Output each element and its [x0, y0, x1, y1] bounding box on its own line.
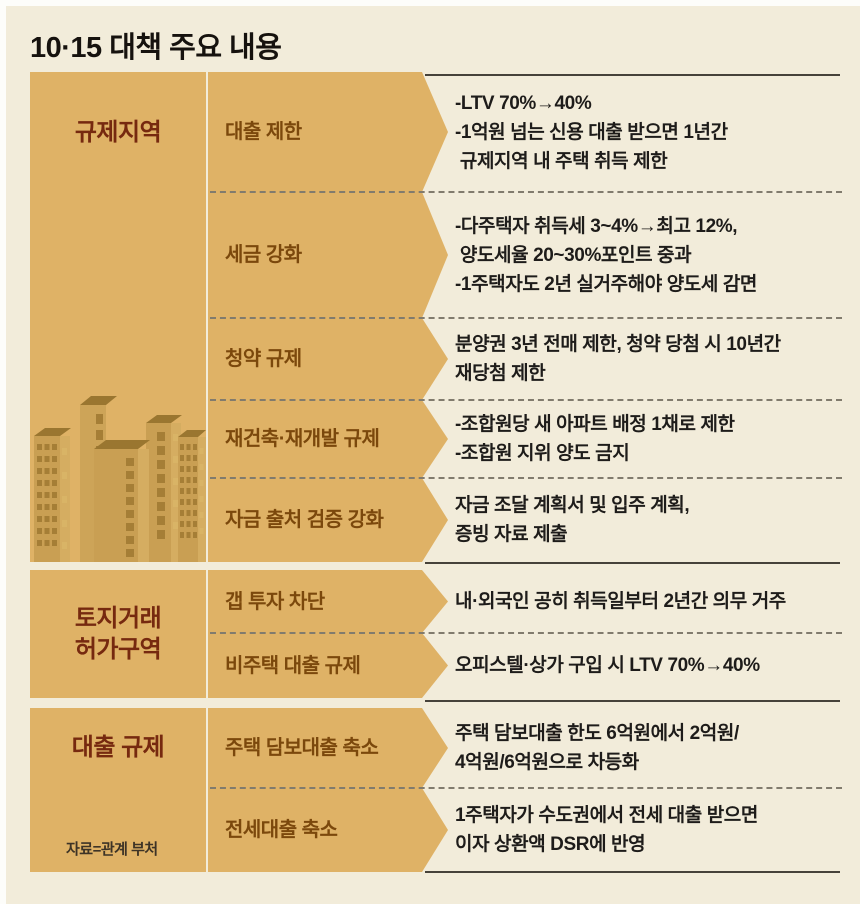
solid-divider — [425, 700, 840, 702]
category-label: 대출 규제 — [71, 734, 165, 761]
policy-arrow-label: 재건축·재개발 규제 — [225, 428, 380, 450]
policy-arrow-subscription: 청약 규제 — [208, 318, 448, 400]
policy-arrow-label: 세금 강화 — [225, 244, 302, 266]
page-title: 10·15 대책 주요 내용 — [30, 32, 282, 64]
detail-line: -1주택자도 2년 실거주해야 양도세 감면 — [455, 273, 757, 295]
detail-cell-subscription: 분양권 3년 전매 제한, 청약 당첨 시 10년간 재당첨 제한 — [455, 318, 847, 400]
dashed-divider — [210, 399, 842, 401]
dashed-divider — [210, 477, 842, 479]
detail-cell-jeonse-loan-cut: 1주택자가 수도권에서 전세 대출 받으면 이자 상환액 DSR에 반영 — [455, 788, 847, 872]
category-cell-land-permit-zone: 토지거래 허가구역 — [30, 570, 206, 698]
detail-line: 이자 상환액 DSR에 반영 — [455, 834, 646, 855]
policy-arrow-nonhousing-loan: 비주택 대출 규제 — [208, 633, 448, 698]
detail-cell-nonhousing-loan: 오피스텔·상가 구입 시 LTV 70%→40% — [455, 633, 847, 698]
detail-cell-mortgage-cut: 주택 담보대출 한도 6억원에서 2억원/ 4억원/6억원으로 차등화 — [455, 708, 847, 788]
detail-line: 오피스텔·상가 구입 시 LTV 70%→40% — [455, 655, 760, 676]
detail-line: 재당첨 제한 — [455, 363, 546, 384]
buildings-illustration — [34, 396, 206, 562]
policy-arrow-fund-source: 자금 출처 검증 강화 — [208, 478, 448, 562]
detail-line: 주택 담보대출 한도 6억원에서 2억원/ — [455, 723, 739, 744]
policy-arrow-label: 갭 투자 차단 — [225, 590, 325, 613]
policy-arrow-label: 청약 규제 — [225, 348, 302, 370]
solid-divider — [425, 74, 840, 76]
detail-line: -1억원 넘는 신용 대출 받으면 1년간 — [455, 121, 728, 143]
detail-line: -조합원 지위 양도 금지 — [455, 443, 630, 464]
policy-arrow-tax: 세금 강화 — [208, 192, 448, 318]
policy-arrow-label: 대출 제한 — [225, 121, 302, 143]
detail-line: -다주택자 취득세 3~4%→최고 12%, — [455, 215, 738, 237]
policy-arrow-label: 자금 출처 검증 강화 — [225, 509, 384, 531]
policy-arrow-redevelopment: 재건축·재개발 규제 — [208, 400, 448, 478]
policy-arrow-label: 전세대출 축소 — [225, 819, 338, 841]
top-edge-strip — [0, 0, 860, 6]
dashed-divider — [210, 632, 842, 634]
left-edge-strip — [0, 0, 6, 904]
detail-line: 양도세율 20~30%포인트 중과 — [455, 244, 692, 266]
dashed-divider — [210, 191, 842, 193]
policy-arrow-jeonse-loan-cut: 전세대출 축소 — [208, 788, 448, 872]
policy-arrow-label: 비주택 대출 규제 — [225, 654, 361, 677]
detail-cell-redevelopment: -조합원당 새 아파트 배정 1채로 제한 -조합원 지위 양도 금지 — [455, 400, 847, 478]
detail-line: 규제지역 내 주택 취득 제한 — [455, 150, 668, 172]
detail-line: 증빙 자료 제출 — [455, 524, 568, 545]
detail-line: 분양권 3년 전매 제한, 청약 당첨 시 10년간 — [455, 334, 781, 355]
detail-line: -LTV 70%→40% — [455, 92, 592, 114]
source-note: 자료=관계 부처 — [66, 841, 158, 858]
category-label: 토지거래 허가구역 — [74, 605, 162, 663]
detail-line: 내·외국인 공히 취득일부터 2년간 의무 거주 — [455, 591, 786, 612]
category-cell-regulated-area: 규제지역 — [30, 72, 206, 562]
category-label: 규제지역 — [74, 119, 162, 146]
policy-arrow-label: 주택 담보대출 축소 — [225, 737, 379, 759]
detail-line: -조합원당 새 아파트 배정 1채로 제한 — [455, 414, 735, 435]
detail-line: 자금 조달 계획서 및 입주 계획, — [455, 495, 690, 516]
detail-line: 4억원/6억원으로 차등화 — [455, 752, 639, 773]
detail-cell-gap-investment: 내·외국인 공히 취득일부터 2년간 의무 거주 — [455, 570, 847, 633]
solid-divider — [425, 871, 840, 873]
policy-arrow-loan-limit: 대출 제한 — [208, 72, 448, 192]
dashed-divider — [210, 787, 842, 789]
solid-divider — [425, 562, 840, 564]
detail-cell-tax: -다주택자 취득세 3~4%→최고 12%, 양도세율 20~30%포인트 중과… — [455, 192, 847, 318]
detail-cell-loan-limit: -LTV 70%→40% -1억원 넘는 신용 대출 받으면 1년간 규제지역 … — [455, 72, 847, 192]
policy-arrow-mortgage-cut: 주택 담보대출 축소 — [208, 708, 448, 788]
category-cell-loan-regulation: 대출 규제 자료=관계 부처 — [30, 708, 206, 872]
detail-line: 1주택자가 수도권에서 전세 대출 받으면 — [455, 805, 758, 826]
policy-arrow-gap-investment: 갭 투자 차단 — [208, 570, 448, 633]
dashed-divider — [210, 317, 842, 319]
detail-cell-fund-source: 자금 조달 계획서 및 입주 계획, 증빙 자료 제출 — [455, 478, 847, 562]
